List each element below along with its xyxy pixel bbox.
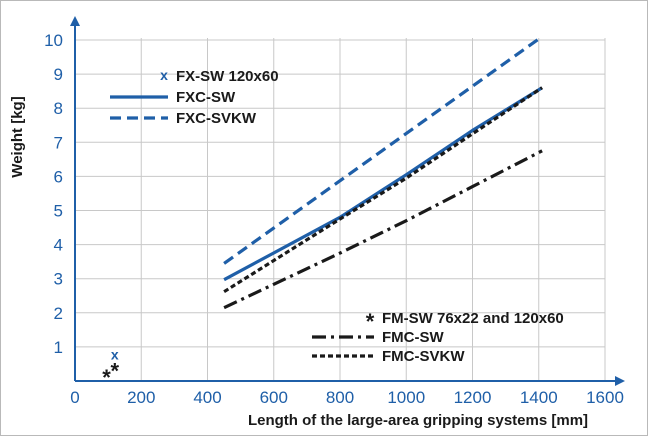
y-axis-title: Weight [kg]	[9, 96, 26, 177]
legend-marker: *	[366, 309, 375, 334]
tick-labels: 0 200 400 600 800 1000 1200 1400 1600 1 2 3 4 5 6 7 8 9 10	[44, 31, 624, 407]
data-point-fx-sw-120x60: x	[111, 346, 119, 362]
legend-top-left: x FX-SW 120x60 FXC-SW FXC-SVKW	[110, 67, 279, 127]
legend-bottom-right: * FM-SW 76x22 and 120x60 FMC-SW FMC-SVKW	[312, 309, 564, 365]
y-tick-label: 7	[54, 133, 63, 152]
series-line-fmc-svkw	[223, 86, 543, 294]
x-axis-title: Length of the large-area gripping system…	[248, 412, 588, 429]
y-tick-label: 1	[54, 338, 63, 357]
x-tick-label: 600	[260, 388, 288, 407]
series-line-fxc-svkw	[223, 35, 544, 265]
x-tick-label: 1400	[520, 388, 558, 407]
y-axis-arrow	[70, 16, 80, 26]
y-tick-label: 8	[54, 99, 63, 118]
y-tick-label: 2	[54, 304, 63, 323]
x-tick-label: 800	[326, 388, 354, 407]
legend-label: FMC-SW	[382, 329, 444, 346]
legend-marker: x	[160, 67, 168, 83]
x-tick-label: 1000	[387, 388, 425, 407]
y-tick-label: 10	[44, 31, 63, 50]
series-layer: x* *	[102, 35, 544, 390]
y-tick-label: 5	[54, 202, 63, 221]
axes	[70, 16, 625, 386]
series-line-fxc-sw	[223, 86, 543, 282]
data-point-fm-sw-76x22-and-120x60: *	[102, 365, 111, 390]
grid-lines	[75, 38, 606, 381]
y-tick-label: 6	[54, 167, 63, 186]
x-tick-label: 1600	[586, 388, 624, 407]
series-line-fmc-sw	[223, 149, 543, 310]
x-tick-label: 1200	[454, 388, 492, 407]
legend-label: FXC-SW	[176, 89, 236, 106]
x-axis-arrow	[615, 376, 625, 386]
x-tick-label: 400	[193, 388, 221, 407]
x-tick-label: 200	[127, 388, 155, 407]
y-tick-label: 9	[54, 65, 63, 84]
legend-label: FXC-SVKW	[176, 110, 257, 127]
legend-label: FM-SW 76x22 and 120x60	[382, 310, 564, 327]
legend-label: FX-SW 120x60	[176, 68, 279, 85]
legend-label: FMC-SVKW	[382, 348, 465, 365]
y-tick-label: 3	[54, 270, 63, 289]
x-tick-label: 0	[70, 388, 79, 407]
y-tick-label: 4	[54, 236, 63, 255]
data-point-fm-sw-76x22-and-120x60: *	[110, 358, 119, 383]
